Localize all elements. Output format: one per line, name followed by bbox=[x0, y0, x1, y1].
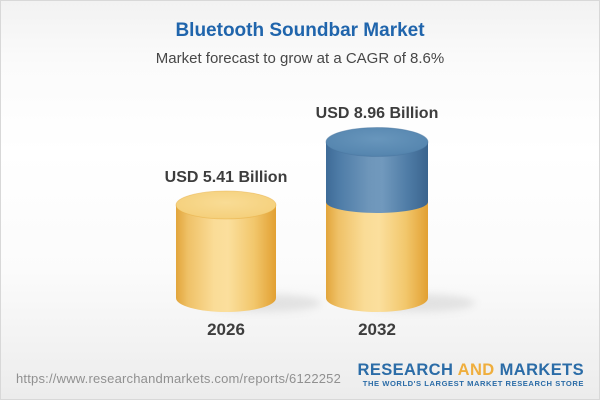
page-title: Bluetooth Soundbar Market bbox=[175, 20, 425, 41]
category-label-2032: 2032 bbox=[358, 320, 396, 339]
header: Bluetooth Soundbar Market Market forecas… bbox=[1, 19, 599, 68]
bar-2032-growth-segment bbox=[326, 142, 428, 213]
brand-logo: RESEARCH AND MARKETS THE WORLD'S LARGEST… bbox=[358, 361, 585, 389]
report-url: https://www.researchandmarkets.com/repor… bbox=[16, 371, 342, 386]
brand-logo-wordmark: RESEARCH AND MARKETS bbox=[358, 361, 585, 379]
value-label-2032: USD 8.96 Billion bbox=[316, 105, 439, 122]
brand-tagline: THE WORLD'S LARGEST MARKET RESEARCH STOR… bbox=[362, 379, 584, 388]
brand-word-and: AND bbox=[457, 361, 495, 379]
page-subtitle: Market forecast to grow at a CAGR of 8.6… bbox=[155, 50, 445, 67]
bar-2026 bbox=[175, 190, 277, 312]
bar-2032 bbox=[325, 127, 429, 312]
category-label-2026: 2026 bbox=[207, 320, 245, 339]
bar-2032-base-segment bbox=[326, 202, 428, 312]
brand-word-research: RESEARCH bbox=[357, 361, 454, 379]
value-label-2026: USD 5.41 Billion bbox=[165, 169, 288, 186]
brand-word-markets: MARKETS bbox=[499, 361, 584, 379]
